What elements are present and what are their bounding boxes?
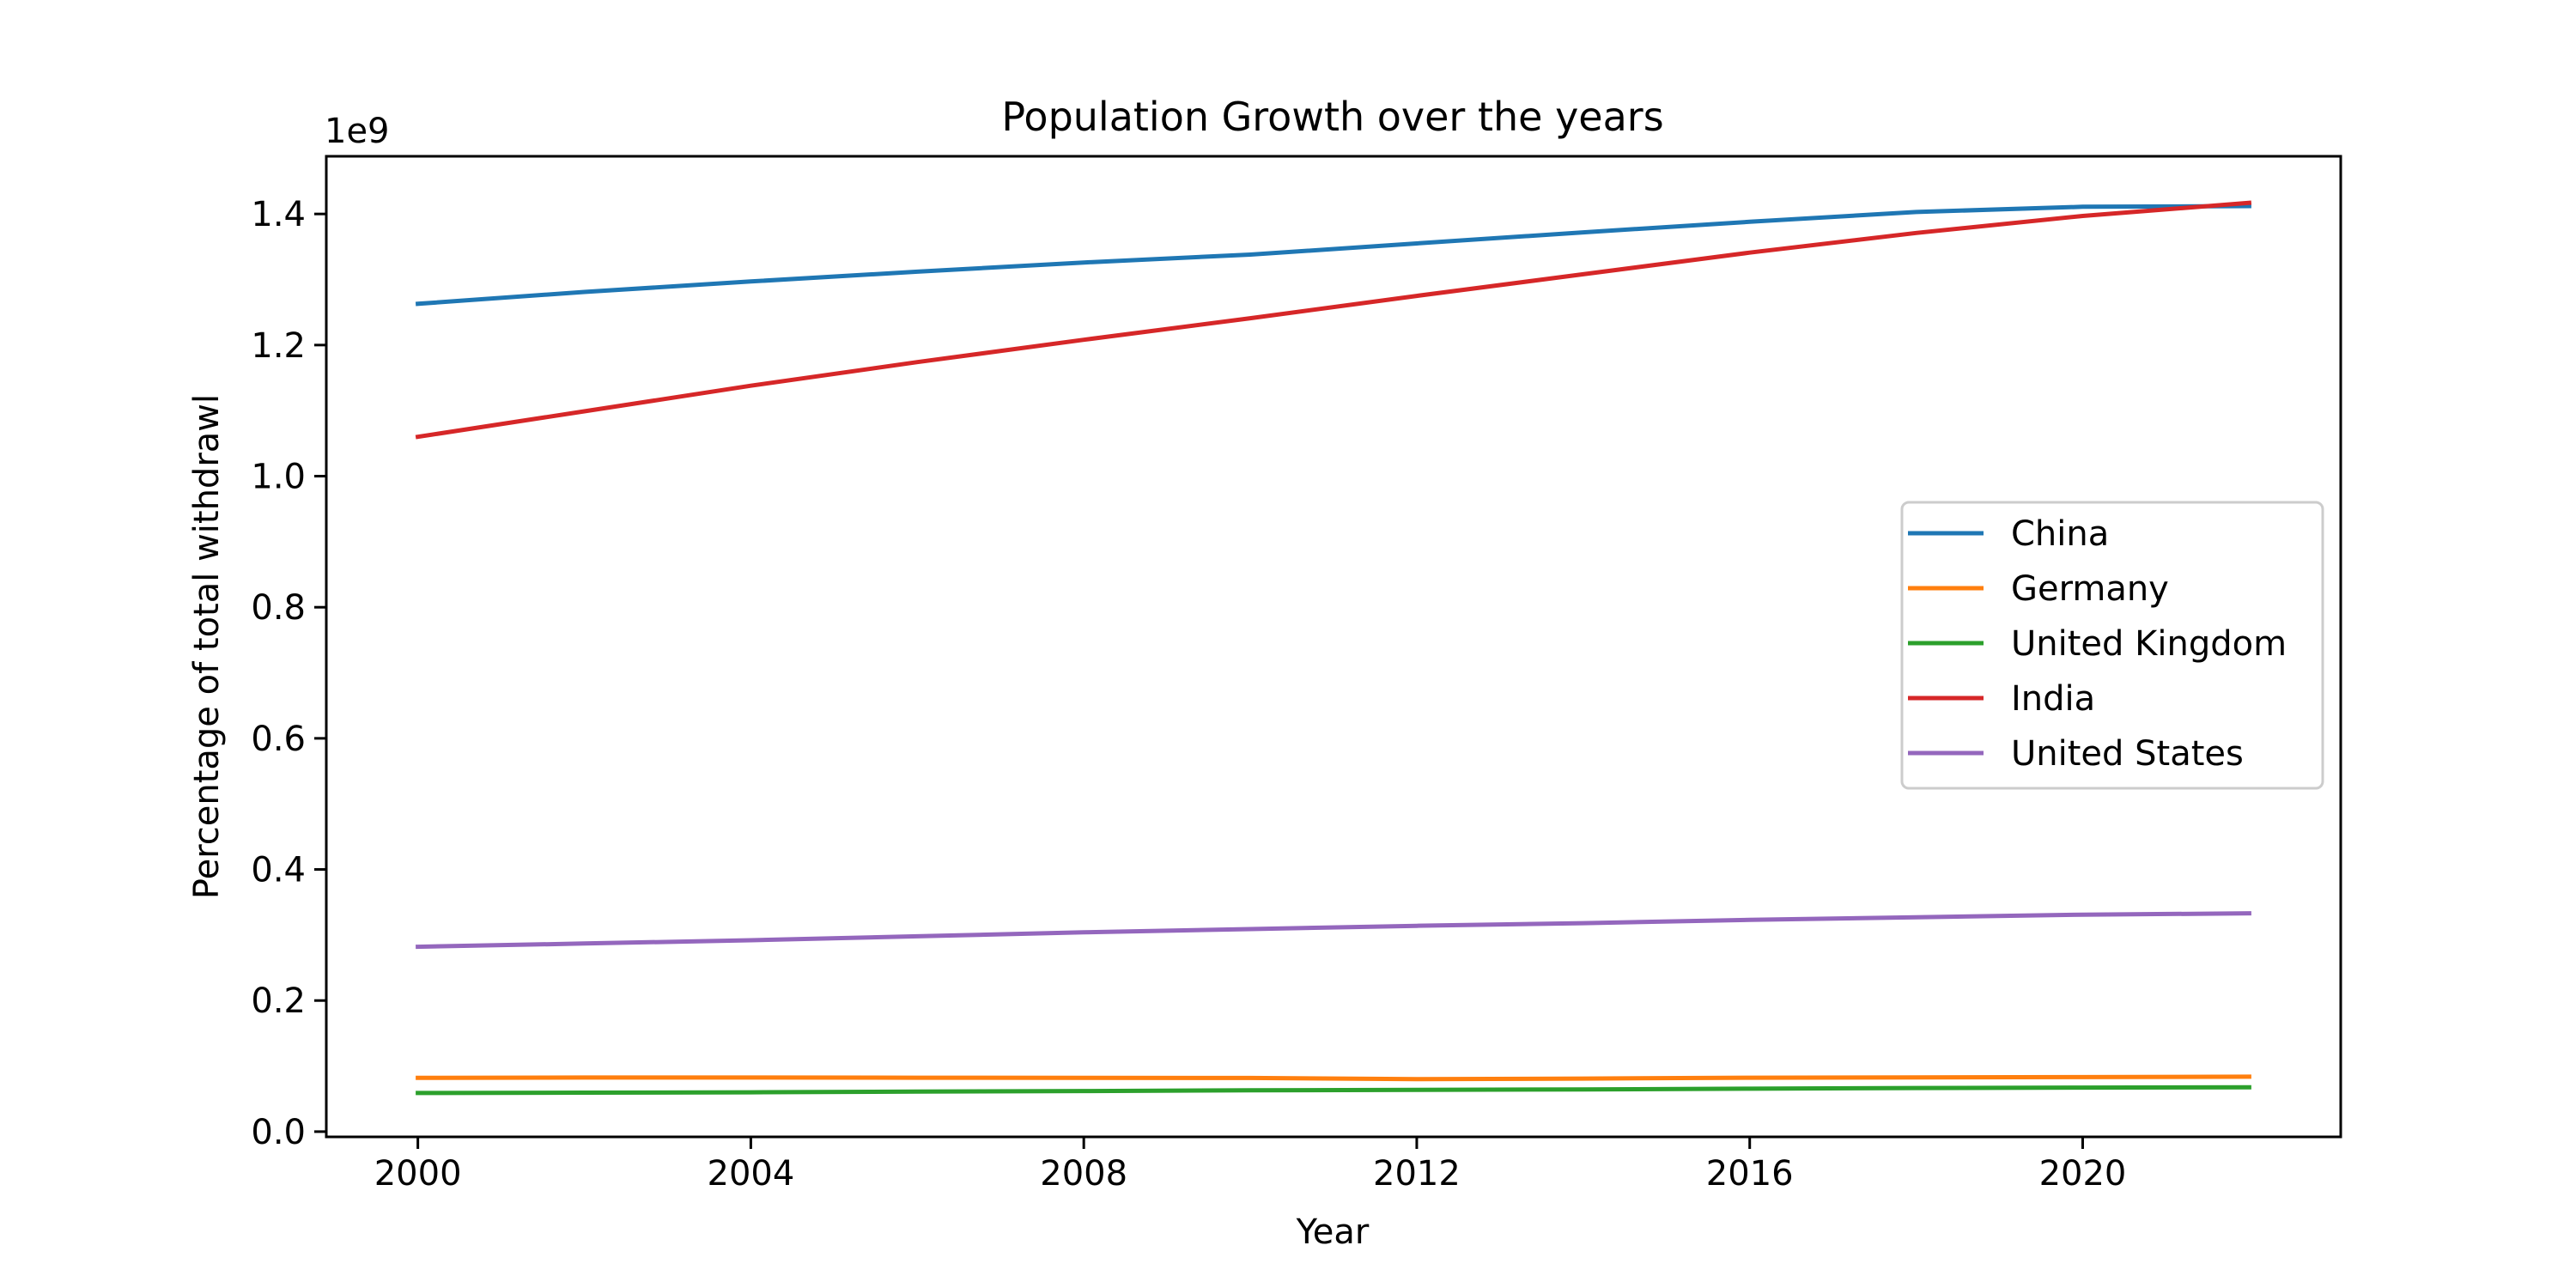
x-tick-label: 2004 [708, 1154, 795, 1194]
legend-box [1900, 501, 2324, 790]
y-tick-label: 0.4 [251, 851, 306, 890]
y-tick-label: 0.6 [251, 720, 306, 759]
plot-area [325, 155, 2342, 1139]
x-axis-label: Year [1296, 1212, 1370, 1252]
series-line-united-states [416, 911, 2251, 950]
y-tick-label: 1.0 [251, 458, 306, 497]
x-axis-ticks: 2000 2004 2008 2012 2016 2020 [374, 1137, 2127, 1194]
series-line-united-kingdom [416, 1084, 2251, 1096]
y-tick-label: 0.0 [251, 1113, 306, 1152]
legend-label: United States [2011, 734, 2244, 774]
x-tick-label: 2008 [1040, 1154, 1127, 1194]
legend-label: Germany [2011, 569, 2169, 609]
legend-label: India [2011, 679, 2095, 719]
y-axis-label: Percentage of total withdrawl [187, 394, 227, 899]
series-line-china [415, 204, 2251, 307]
y-tick-label: 0.8 [251, 588, 306, 628]
series-lines [415, 200, 2252, 1096]
legend: China Germany United Kingdom India United St… [1900, 501, 2324, 790]
series-line-germany [416, 1074, 2251, 1082]
y-offset-label: 1e9 [325, 112, 390, 151]
legend-label: China [2011, 514, 2109, 554]
x-tick-label: 2016 [1706, 1154, 1794, 1194]
legend-items: China Germany United Kingdom India United St… [1908, 514, 2287, 774]
x-tick-label: 2000 [374, 1154, 462, 1194]
legend-label: United Kingdom [2011, 624, 2287, 664]
plot-frame [325, 155, 2342, 1139]
y-tick-label: 0.2 [251, 981, 306, 1021]
chart-title: Population Growth over the years [1001, 94, 1663, 140]
series-line-india [415, 200, 2252, 440]
x-tick-label: 2020 [2039, 1154, 2127, 1194]
x-tick-label: 2012 [1373, 1154, 1461, 1194]
y-tick-label: 1.4 [251, 195, 306, 234]
y-tick-label: 1.2 [251, 326, 306, 366]
y-axis-ticks: 0.0 0.2 0.4 0.6 0.8 1.0 1.2 1.4 [251, 195, 326, 1152]
